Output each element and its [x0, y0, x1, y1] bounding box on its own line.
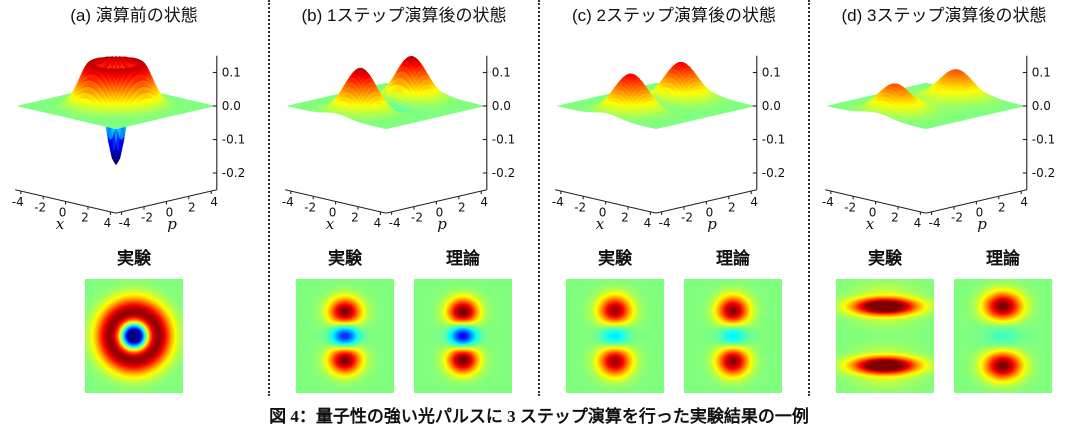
panel-c: (c) 2ステップ演算後の状態 実験 理論 — [538, 0, 808, 396]
panel-a: (a) 演算前の状態 実験 — [0, 0, 268, 396]
panel-title: (c) 2ステップ演算後の状態 — [572, 6, 776, 25]
wigner-heatmap-experiment-d — [836, 279, 934, 393]
wigner-heatmap-theory-d — [954, 279, 1052, 393]
heatmap-label: 理論 — [716, 249, 750, 268]
panel-d: (d) 3ステップ演算後の状態 実験 理論 — [808, 0, 1078, 396]
heatmap-label: 理論 — [986, 249, 1020, 268]
wigner-surface-plot-a — [2, 28, 266, 243]
heatmap-label: 実験 — [117, 249, 151, 268]
wigner-heatmap-experiment-c — [566, 279, 664, 393]
heatmap-label: 理論 — [446, 249, 480, 268]
heatmap-theory: 理論 — [684, 247, 782, 393]
wigner-heatmap-theory-b — [414, 279, 512, 393]
heatmap-label: 実験 — [598, 249, 632, 268]
wigner-heatmap-experiment-a — [85, 279, 183, 393]
panel-b: (b) 1ステップ演算後の状態 実験 理論 — [268, 0, 538, 396]
heatmap-experiment: 実験 — [836, 247, 934, 393]
heatmap-label: 実験 — [328, 249, 362, 268]
figure-caption: 図 4：量子性の強い光パルスに 3 ステップ演算を行った実験結果の一例 — [269, 407, 809, 426]
heatmap-group-d: 実験 理論 — [836, 247, 1052, 393]
heatmap-theory: 理論 — [954, 247, 1052, 393]
panel-row: (a) 演算前の状態 実験 (b) 1ステップ演算後の状態 実験 理論 — [0, 0, 1078, 396]
panel-title: (d) 3ステップ演算後の状態 — [841, 6, 1047, 25]
heatmap-experiment: 実験 — [85, 247, 183, 393]
heatmap-theory: 理論 — [414, 247, 512, 393]
panel-title: (b) 1ステップ演算後の状態 — [301, 6, 507, 25]
heatmap-group-c: 実験 理論 — [566, 247, 782, 393]
heatmap-experiment: 実験 — [566, 247, 664, 393]
wigner-heatmap-experiment-b — [296, 279, 394, 393]
wigner-surface-plot-c — [542, 28, 806, 243]
heatmap-label: 実験 — [868, 249, 902, 268]
heatmap-group-b: 実験 理論 — [296, 247, 512, 393]
heatmap-experiment: 実験 — [296, 247, 394, 393]
panel-title: (a) 演算前の状態 — [70, 6, 198, 25]
wigner-heatmap-theory-c — [684, 279, 782, 393]
wigner-surface-plot-d — [812, 28, 1076, 243]
heatmap-group-a: 実験 — [85, 247, 183, 393]
wigner-surface-plot-b — [272, 28, 536, 243]
